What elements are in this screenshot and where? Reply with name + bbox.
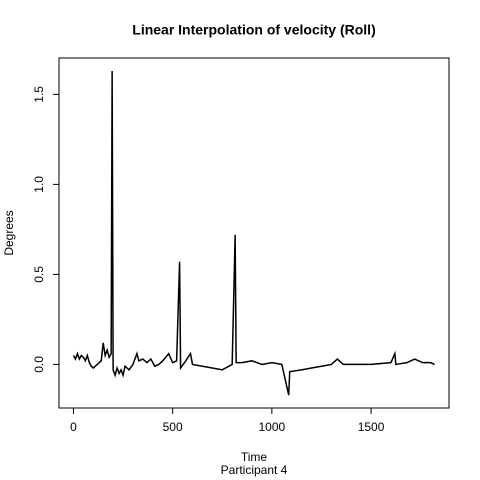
y-tick-label: 1.0 xyxy=(32,176,46,193)
line-series xyxy=(72,70,435,396)
chart-title: Linear Interpolation of velocity (Roll) xyxy=(132,22,375,38)
x-tick-label: 1500 xyxy=(358,420,385,434)
y-tick-label: 0.0 xyxy=(32,356,46,373)
x-tick-label: 500 xyxy=(163,420,183,434)
y-axis-label: Degrees xyxy=(2,210,16,255)
x-tick-label: 1000 xyxy=(259,420,286,434)
y-tick-label: 0.5 xyxy=(32,266,46,283)
x-tick-label: 0 xyxy=(70,420,77,434)
plot-box xyxy=(58,57,450,409)
subtitle: Participant 4 xyxy=(221,463,288,477)
x-axis-label: Time xyxy=(241,450,268,464)
y-tick-label: 1.5 xyxy=(32,86,46,103)
